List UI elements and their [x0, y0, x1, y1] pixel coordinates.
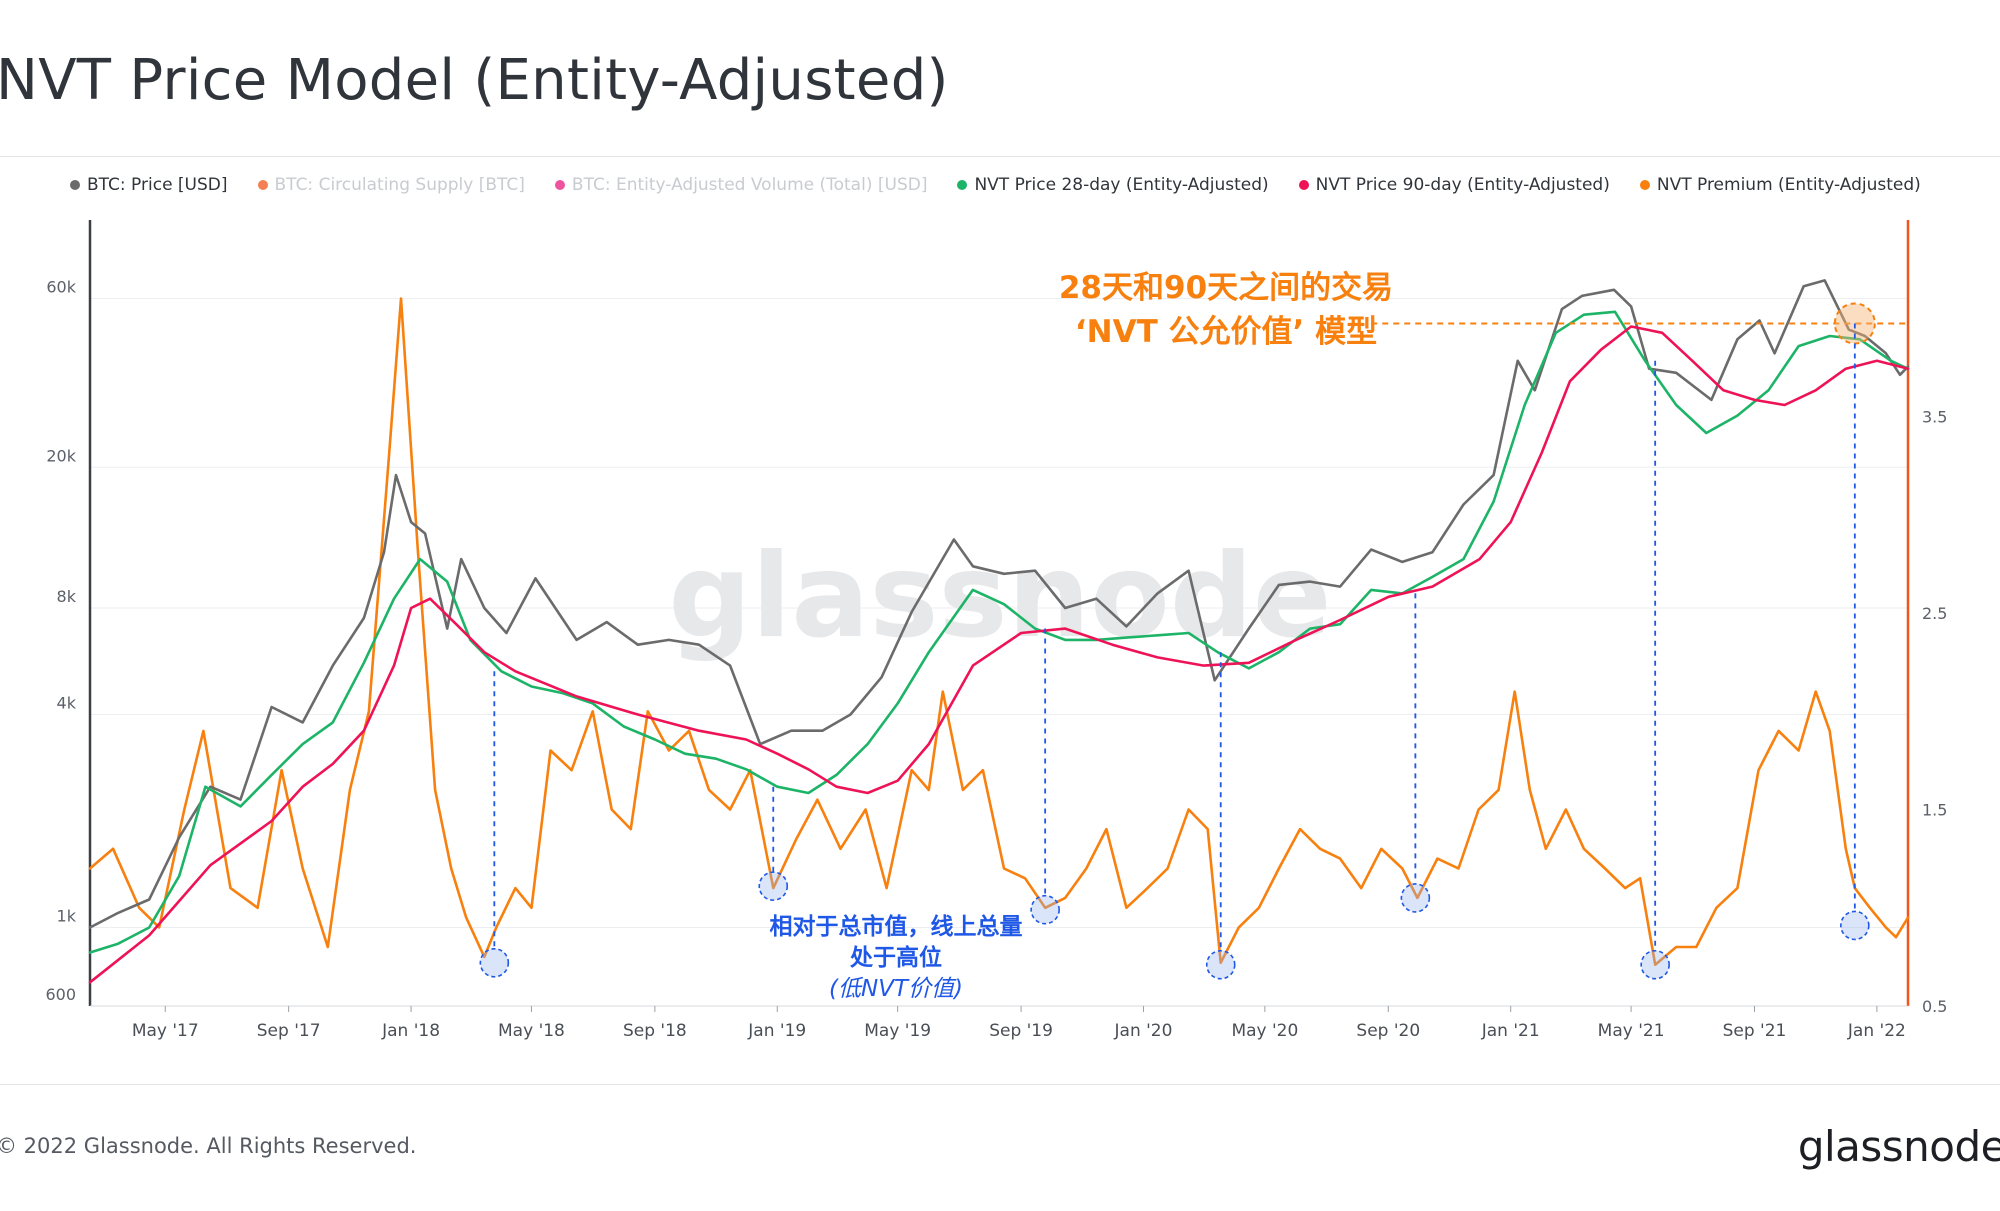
x-tick-label: May '17 — [132, 1021, 199, 1041]
chart-legend: BTC: Price [USD] BTC: Circulating Supply … — [70, 172, 1921, 198]
brand-logo-text: glassnode — [1797, 1122, 2000, 1171]
legend-dot-icon — [257, 180, 268, 190]
annotation-bottom-line1: 相对于总市值，线上总量 — [770, 913, 1023, 940]
x-tick-label: Jan '20 — [1114, 1021, 1173, 1041]
annotation-bottom-line2: 处于高位 — [849, 944, 942, 971]
marker-circle — [1400, 883, 1431, 913]
series-line-0 — [88, 279, 1910, 929]
series-line-1 — [88, 310, 1910, 954]
header-divider — [0, 156, 2000, 157]
y-left-tick-label: 20k — [46, 446, 76, 465]
marker-circle — [1840, 910, 1870, 941]
legend-dot-icon — [957, 180, 968, 190]
watermark-text: glassnode — [668, 529, 1331, 664]
legend-label: BTC: Circulating Supply [BTC] — [274, 175, 525, 195]
series-line-3 — [88, 297, 1910, 966]
x-tick-label: Sep '19 — [989, 1021, 1053, 1041]
legend-item[interactable]: NVT Price 28-day (Entity-Adjusted) — [957, 175, 1269, 195]
y-left-tick-label: 600 — [45, 985, 76, 1004]
x-tick-label: Sep '18 — [623, 1021, 687, 1041]
legend-dot-icon — [1298, 180, 1309, 190]
x-tick-label: May '21 — [1598, 1021, 1665, 1041]
y-right-tick-label: 1.5 — [1922, 801, 1947, 820]
y-left-tick-label: 8k — [57, 587, 77, 606]
legend-label: NVT Price 90-day (Entity-Adjusted) — [1315, 175, 1610, 195]
nvt-chart[interactable]: 600 1k 4k 8k 20k 60k 0.5 1.5 2.5 3.5 May '17 Sep '1… — [0, 0, 2000, 1080]
y-left-tick-label: 60k — [46, 277, 76, 296]
marker-circle — [758, 871, 789, 901]
y-left-tick-label: 4k — [57, 694, 77, 713]
legend-item[interactable]: NVT Premium (Entity-Adjusted) — [1639, 175, 1921, 195]
x-tick-label: Sep '17 — [257, 1021, 321, 1041]
y-right-tick-label: 0.5 — [1922, 997, 1947, 1016]
annotation-top-line1: 28天和90天之间的交易 — [1059, 270, 1393, 306]
y-left-tick-label: 1k — [57, 907, 77, 926]
marker-circle — [1205, 949, 1236, 980]
x-tick-label: Jan '18 — [381, 1021, 440, 1041]
legend-item[interactable]: BTC: Price [USD] — [70, 175, 228, 195]
x-tick-label: Jan '21 — [1481, 1021, 1540, 1041]
page-title: NVT Price Model (Entity-Adjusted) — [0, 48, 949, 113]
x-tick-label: Sep '21 — [1723, 1021, 1787, 1041]
legend-dot-icon — [554, 180, 565, 190]
series-line-2 — [88, 325, 1910, 984]
marker-circle — [479, 947, 510, 978]
y-right-tick-label: 3.5 — [1922, 408, 1947, 427]
legend-label: BTC: Entity-Adjusted Volume (Total) [USD… — [571, 175, 928, 195]
footer-divider — [0, 1084, 2000, 1085]
legend-label: BTC: Price [USD] — [87, 175, 228, 195]
x-tick-label: May '20 — [1231, 1021, 1298, 1041]
legend-dot-icon — [70, 180, 80, 190]
annotation-top-line2: ‘NVT 公允价值’ 模型 — [1075, 314, 1377, 350]
copyright-text: © 2022 Glassnode. All Rights Reserved. — [0, 1134, 417, 1158]
y-right-tick-label: 2.5 — [1922, 604, 1947, 623]
legend-label: NVT Price 28-day (Entity-Adjusted) — [974, 175, 1269, 195]
marker-circle — [1030, 894, 1060, 925]
legend-dot-icon — [1639, 180, 1650, 190]
x-tick-label: May '18 — [498, 1021, 565, 1041]
x-tick-label: Jan '19 — [747, 1021, 806, 1041]
x-tick-label: Sep '20 — [1356, 1021, 1420, 1041]
legend-item[interactable]: NVT Price 90-day (Entity-Adjusted) — [1298, 175, 1610, 195]
legend-item[interactable]: BTC: Circulating Supply [BTC] — [257, 175, 525, 195]
annotation-bottom-line3: (低NVT价值) — [829, 976, 963, 1002]
legend-item[interactable]: BTC: Entity-Adjusted Volume (Total) [USD… — [554, 175, 928, 195]
marker-circle — [1640, 949, 1670, 980]
x-tick-label: May '19 — [864, 1021, 931, 1041]
x-tick-label: Jan '22 — [1847, 1021, 1906, 1041]
legend-label: NVT Premium (Entity-Adjusted) — [1656, 175, 1921, 195]
